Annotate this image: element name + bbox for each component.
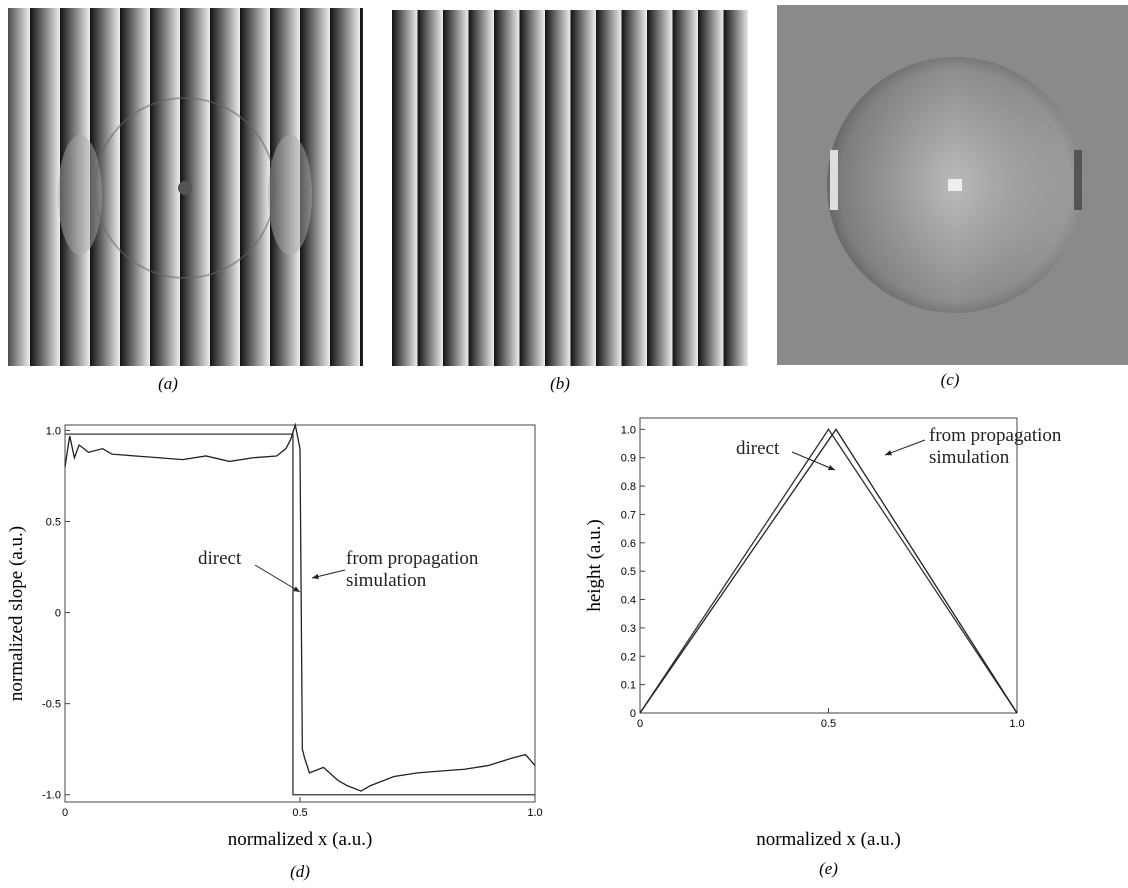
y-tick-label: 0.8 — [621, 481, 636, 493]
annotation: from propagation simulation — [346, 548, 479, 591]
panel-label: (c) — [941, 370, 960, 389]
x-axis-label: normalized x (a.u.) — [228, 829, 373, 850]
annotation: direct — [198, 548, 242, 569]
y-tick-label: 0.1 — [621, 680, 636, 692]
annotation: direct — [736, 438, 780, 459]
image-b — [392, 10, 748, 366]
x-tick-label: 0 — [637, 718, 643, 730]
panel-label: (b) — [550, 374, 570, 393]
annotation: from propagation simulation — [929, 425, 1062, 468]
image-a — [8, 8, 363, 366]
y-tick-label: -1.0 — [42, 790, 61, 802]
arrow-head — [293, 586, 300, 592]
y-tick-label: 0.6 — [621, 538, 636, 550]
caption: (d) — [290, 862, 310, 881]
y-axis-label: normalized slope (a.u.) — [6, 526, 27, 701]
x-tick-label: 1.0 — [1009, 718, 1024, 730]
caption: (e) — [819, 859, 838, 878]
annotation-arrow — [254, 564, 301, 593]
annotation-arrow — [791, 451, 836, 471]
arrow-head — [828, 464, 835, 471]
series-line — [639, 428, 1018, 714]
y-tick-label: 0.9 — [621, 453, 636, 465]
series-line — [64, 422, 536, 792]
y-tick-label: 0.3 — [621, 623, 636, 635]
y-tick-label: 0.4 — [621, 595, 636, 607]
y-tick-label: 1.0 — [621, 424, 636, 436]
x-tick-label: 0.5 — [292, 807, 307, 819]
arrow-head — [312, 573, 319, 580]
panel-label: (a) — [158, 374, 178, 393]
series-line — [639, 428, 1018, 714]
y-tick-label: 1.0 — [46, 425, 61, 437]
annotation-arrow — [884, 439, 926, 456]
x-tick-label: 0 — [62, 807, 68, 819]
y-axis-label: height (a.u.) — [584, 519, 605, 611]
y-tick-label: 0.7 — [621, 509, 636, 521]
series-line — [65, 433, 535, 796]
y-tick-label: 0.2 — [621, 651, 636, 663]
arrow-head — [885, 450, 892, 456]
x-tick-label: 0.5 — [821, 718, 836, 730]
x-axis-label: normalized x (a.u.) — [756, 829, 901, 850]
y-tick-label: 0.5 — [621, 566, 636, 578]
y-tick-label: 0 — [630, 708, 636, 720]
y-tick-label: 0 — [55, 608, 61, 620]
x-tick-label: 1.0 — [527, 807, 542, 819]
image-c — [777, 5, 1128, 365]
y-tick-label: 0.5 — [46, 517, 61, 529]
y-tick-label: -0.5 — [42, 699, 61, 711]
